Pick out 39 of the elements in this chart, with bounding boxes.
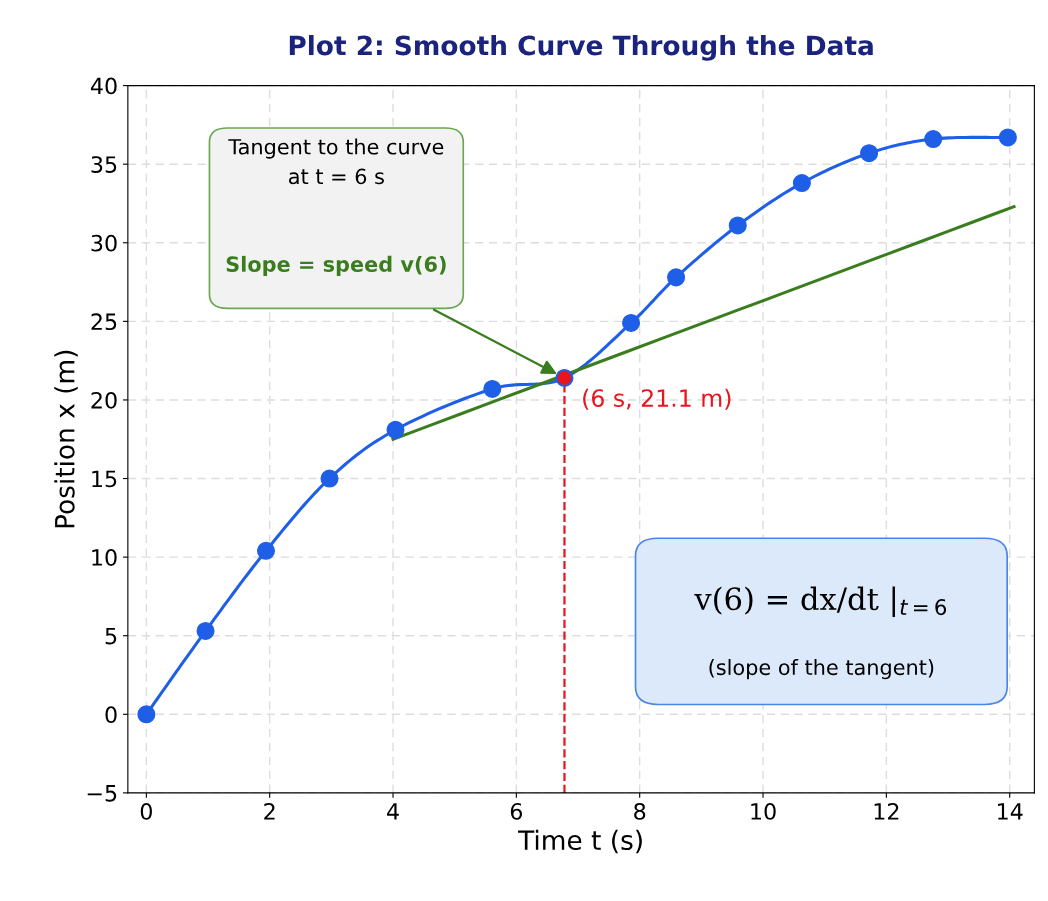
x-tick-label: 8 xyxy=(634,802,646,820)
annotation: Slope = speed v(6) xyxy=(226,255,446,277)
y-tick-label: 25 xyxy=(91,313,117,331)
point xyxy=(998,128,1017,147)
point xyxy=(483,379,502,398)
point xyxy=(924,130,943,149)
x-tick-label: 4 xyxy=(387,803,399,820)
point xyxy=(256,541,276,560)
y-tick-label: 30 xyxy=(91,234,117,252)
y-tick-label: 20 xyxy=(91,391,117,409)
point xyxy=(137,705,156,724)
annotation: Tangent to the curve at t = 6 s xyxy=(228,138,444,185)
point xyxy=(728,216,747,235)
annotation: v(6) = dx/dt |$_{t=6}$ xyxy=(694,586,947,618)
x-tick-label: 6 xyxy=(510,802,523,820)
point xyxy=(196,621,215,641)
point xyxy=(622,313,641,332)
point xyxy=(667,268,686,287)
y-axis-title: Position x (m) xyxy=(54,350,78,528)
y-tick-label: 10 xyxy=(92,549,117,566)
chart-title: Plot 2: Smooth Curve Through the Data xyxy=(289,34,873,61)
annotation: (6 s, 21.1 m) xyxy=(583,388,731,410)
x-tick-label: 2 xyxy=(264,802,275,820)
x-tick-label: 14 xyxy=(998,803,1023,820)
point xyxy=(320,469,339,488)
y-tick-label: 15 xyxy=(92,470,117,488)
y-tick-label: −5 xyxy=(87,785,117,802)
x-tick-label: 12 xyxy=(874,802,899,820)
annotation: (slope of the tangent) xyxy=(709,659,934,680)
point xyxy=(386,420,405,439)
y-tick-label: 0 xyxy=(105,706,117,724)
x-axis-title: Time t (s) xyxy=(518,829,642,854)
y-tick-label: 35 xyxy=(91,156,117,173)
point xyxy=(792,174,811,193)
x-tick-label: 0 xyxy=(140,802,152,820)
y-tick-label: 5 xyxy=(105,627,117,645)
y-tick-label: 40 xyxy=(90,77,117,95)
x-tick-label: 10 xyxy=(751,802,776,820)
point xyxy=(860,144,879,163)
